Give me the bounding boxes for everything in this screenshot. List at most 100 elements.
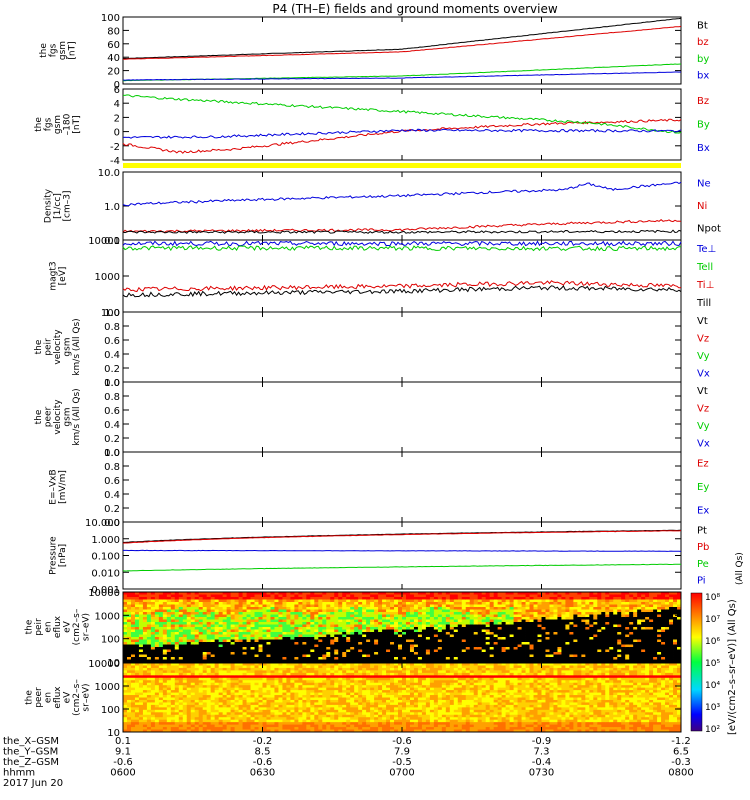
ylabel-line: fgs	[48, 43, 58, 57]
ylabel-line: gsm	[53, 115, 63, 134]
xaxis-value: 0600	[110, 768, 135, 779]
xaxis-value: -0.2	[253, 736, 273, 747]
legend-item: by	[697, 54, 709, 65]
ylabel-line: E=–VxB	[48, 469, 58, 504]
series-Till	[122, 285, 682, 298]
panel-temp: magt3 [eV] 10000 1000 100 Te⊥ Tell Ti⊥ Till	[48, 236, 716, 319]
colorbar-tick: 10⁸	[705, 593, 720, 603]
ylabel-line: the	[34, 339, 44, 354]
xaxis-value: 0800	[668, 768, 693, 779]
series-By	[122, 94, 682, 134]
ytick-label: 0.4	[104, 350, 120, 361]
ylabel-line: eflux	[53, 686, 63, 709]
xaxis-value: -0.5	[392, 757, 412, 768]
xaxis-row-label: the_Z–GSM	[3, 757, 59, 768]
colorbar-tick: 10²	[705, 725, 720, 735]
legend-item: Vx	[697, 368, 710, 379]
legend-item: Vx	[697, 438, 710, 449]
ytick-label: 20	[107, 67, 120, 78]
ytick-label: 0.2	[104, 364, 120, 375]
ytick-label: 10	[107, 658, 120, 669]
colorbar-tick: 10⁴	[705, 681, 720, 691]
ytick-label: 0.8	[104, 322, 120, 333]
series-bz	[122, 25, 682, 60]
xaxis-value: -1.2	[671, 736, 691, 747]
ylabel-line: en	[44, 621, 54, 632]
legend-item: Vz	[697, 403, 709, 414]
legend-item: Till	[696, 298, 711, 309]
xaxis-value: -0.4	[532, 757, 552, 768]
ytick-label: 0.6	[104, 476, 120, 487]
xaxis-row-label: the_X–GSM	[3, 736, 59, 747]
ylabel-line: (cm2–s–	[72, 608, 82, 645]
ylabel-line: the	[39, 43, 49, 58]
date-label: 2017 Jun 20	[3, 778, 63, 789]
legend-item: Pb	[697, 542, 709, 553]
legend-item: bx	[697, 71, 709, 82]
xaxis-value: 0730	[529, 768, 554, 779]
series-Pb	[122, 530, 682, 544]
ylabel-line: Density	[44, 188, 54, 223]
legend-item: Vy	[697, 421, 710, 432]
ytick-label: -4	[110, 156, 120, 167]
ytick-label: 1.0	[104, 448, 120, 459]
xaxis-row-label: hhmm	[3, 768, 35, 779]
ytick-label: 1.0	[104, 308, 120, 319]
ylabel-line: velocity	[53, 399, 63, 435]
panel-peer_spec: the peer en eflux eV (cm2–s– sr–eV) 10000 1000 10…	[25, 659, 682, 739]
ytick-label: 0.6	[104, 406, 120, 417]
ylabel-line: eflux	[53, 615, 63, 638]
xaxis-row-label: the_Y–GSM	[3, 747, 58, 758]
spectrogram-peir_spec	[123, 592, 682, 663]
series-Pe	[122, 563, 681, 572]
ytick-label: 0.2	[104, 434, 120, 445]
ytick-label: 4	[114, 99, 120, 110]
panel-frame	[122, 239, 682, 313]
ytick-label: 0.4	[104, 420, 120, 431]
legend-item: Pt	[697, 525, 707, 536]
ylabel-line: eV	[63, 691, 73, 704]
series-Bx	[122, 128, 682, 139]
panel-peir: the peir velocity gsm km/s (All Qs) 1.0 0.8 0.6…	[34, 308, 710, 389]
panel-frame	[122, 381, 682, 453]
ytick-label: 0.2	[104, 504, 120, 515]
ytick-label: 10000	[88, 588, 120, 599]
legend-item: Vz	[697, 333, 709, 344]
legend-item: Ez	[697, 459, 709, 470]
ytick-label: 0	[114, 80, 120, 91]
ylabel-line: [1/cc]	[53, 193, 63, 219]
panel-peir_spec: the peir en eflux eV (cm2–s– sr–eV) 10000 1000 10…	[25, 588, 682, 669]
ytick-label: 60	[107, 40, 120, 51]
ylabel-line: km/s (All Qs)	[72, 318, 82, 375]
ytick-label: 0.0	[104, 378, 120, 389]
xaxis-value: -0.6	[113, 757, 133, 768]
legend-item: Ti⊥	[696, 280, 714, 291]
series-bx	[122, 71, 682, 81]
colorbar-tick: 10⁵	[705, 659, 720, 669]
legend-item: Pi	[697, 576, 706, 587]
ytick-label: 10000	[88, 659, 120, 670]
colorbar-tick: 10³	[705, 703, 720, 713]
ytick-label: 0.8	[104, 392, 120, 403]
series-Bt	[122, 17, 682, 60]
ylabel-line: magt3	[48, 261, 58, 290]
ylabel-line: [nPa]	[58, 544, 68, 567]
ylabel-line: gsm	[63, 337, 73, 356]
ytick-label: 0.8	[104, 462, 120, 473]
ytick-label: 0.0	[104, 448, 120, 459]
panel-frame	[122, 171, 682, 241]
ytick-label: 0	[114, 128, 120, 139]
ytick-label: 1.0	[104, 202, 120, 213]
legend-item: By	[697, 120, 710, 131]
ylabel-line: (cm2–s–	[72, 679, 82, 716]
ytick-label: 10000	[88, 236, 120, 247]
series-Ne	[122, 181, 682, 207]
ylabel-line: peer	[34, 687, 44, 708]
spectrogram-peer_spec	[123, 663, 682, 733]
ylabel-line: eV	[63, 620, 73, 633]
ylabel-line: the	[25, 619, 35, 634]
legend-item: bz	[697, 37, 709, 48]
ylabel-line: peir	[34, 618, 44, 636]
series-Ni	[122, 219, 682, 233]
